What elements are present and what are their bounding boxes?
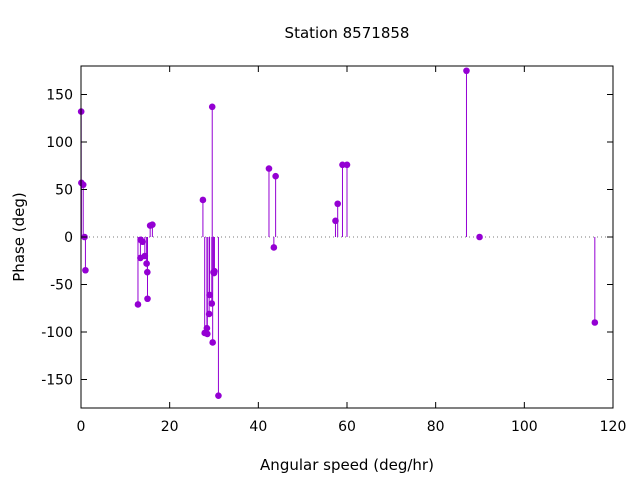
data-point (208, 103, 216, 111)
x-axis-label: Angular speed (deg/hr) (260, 456, 434, 474)
axis-ticks (80, 66, 614, 408)
data-point (463, 67, 470, 75)
data-point (82, 266, 89, 274)
data-point (343, 161, 351, 169)
data-point (205, 310, 213, 318)
data-point (139, 238, 146, 246)
data-point (332, 217, 339, 225)
data-point (134, 301, 142, 308)
data-point (272, 172, 279, 180)
impulse-lines (80, 70, 596, 396)
x-tick-label: 40 (249, 419, 267, 435)
data-point (209, 339, 216, 346)
data-point (339, 161, 346, 169)
y-tick-label: 150 (46, 88, 73, 104)
data-point (203, 324, 211, 332)
data-point (476, 233, 483, 241)
data-point (208, 300, 216, 307)
y-tick-label: -150 (41, 373, 73, 389)
y-tick-label: 100 (46, 135, 73, 151)
data-point (141, 252, 149, 260)
plot-border (80, 65, 614, 409)
x-tick-labels: 0 20 40 60 80 100 120 (77, 419, 627, 435)
data-point (204, 330, 211, 338)
data-point (270, 244, 278, 251)
data-point (144, 295, 151, 303)
data-point (144, 268, 151, 276)
data-point (149, 221, 156, 228)
x-tick-label: 120 (600, 419, 627, 435)
y-tick-label: 0 (64, 230, 73, 246)
data-point (199, 196, 207, 204)
data-point (211, 267, 218, 275)
data-point (334, 200, 341, 208)
data-point (79, 181, 87, 189)
x-tick-label: 0 (77, 419, 86, 435)
y-tick-labels: -150 -100 -50 0 50 100 150 (41, 88, 73, 389)
x-tick-label: 100 (511, 419, 538, 435)
data-point (591, 319, 599, 326)
y-tick-label: -100 (41, 325, 73, 341)
y-tick-label: 50 (55, 183, 73, 199)
x-tick-label: 20 (161, 419, 179, 435)
x-tick-label: 80 (427, 419, 445, 435)
y-axis-label: Phase (deg) (10, 192, 28, 282)
data-point (215, 392, 222, 399)
y-tick-label: -50 (50, 278, 73, 294)
data-points (77, 67, 599, 399)
data-point (206, 291, 213, 299)
x-tick-label: 60 (338, 419, 356, 435)
data-point (143, 260, 150, 267)
chart-title: Station 8571858 (285, 24, 410, 42)
data-point (265, 165, 273, 172)
